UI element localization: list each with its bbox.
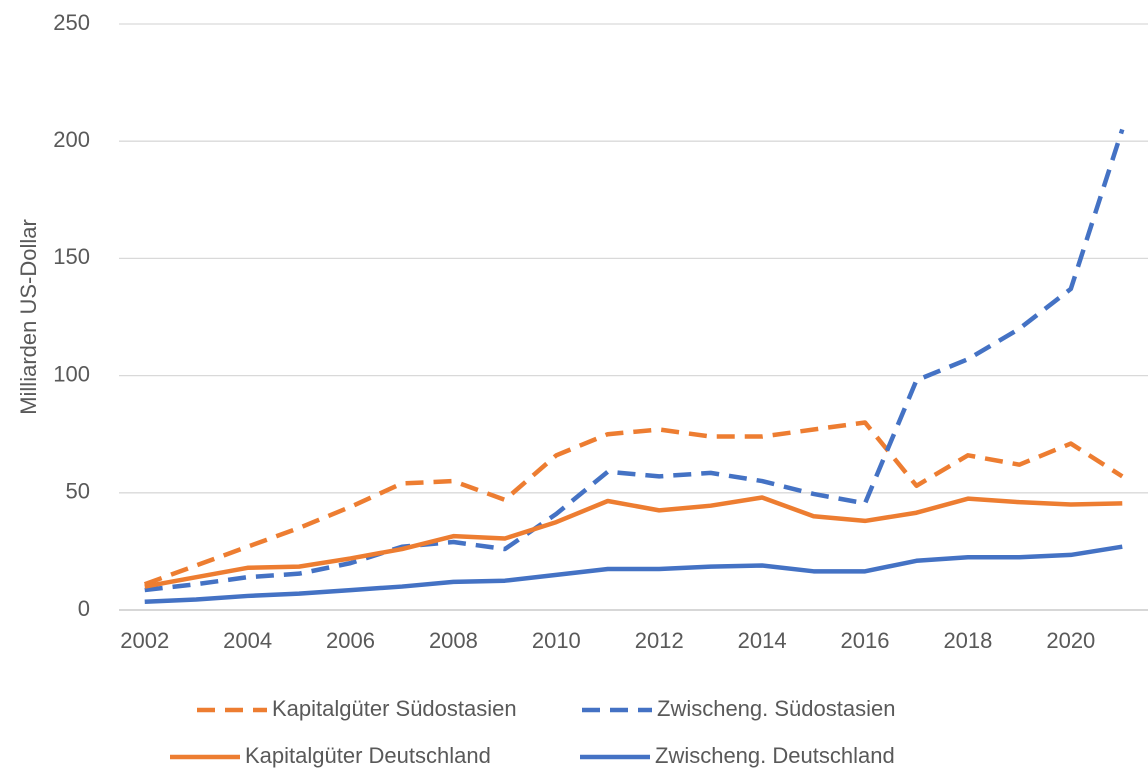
series-line xyxy=(144,128,1125,593)
x-tick-label: 2006 xyxy=(326,628,375,653)
legend-label: Zwischeng. Südostasien xyxy=(657,696,895,721)
x-tick-label: 2012 xyxy=(635,628,684,653)
x-tick-label: 2004 xyxy=(223,628,272,653)
y-tick-label: 100 xyxy=(53,361,90,386)
series-line xyxy=(143,420,1124,587)
y-tick-label: 150 xyxy=(53,244,90,269)
y-tick-label: 0 xyxy=(78,596,90,621)
y-tick-label: 250 xyxy=(53,10,90,35)
series-line xyxy=(144,544,1123,605)
legend-label: Zwischeng. Deutschland xyxy=(655,743,895,768)
y-axis-label: Milliarden US-Dollar xyxy=(16,219,41,415)
x-tick-label: 2002 xyxy=(120,628,169,653)
series-line xyxy=(144,495,1123,589)
x-tick-label: 2020 xyxy=(1046,628,1095,653)
y-tick-label: 200 xyxy=(53,127,90,152)
x-tick-label: 2018 xyxy=(943,628,992,653)
y-tick-label: 50 xyxy=(66,479,90,504)
x-tick-label: 2010 xyxy=(532,628,581,653)
x-tick-label: 2008 xyxy=(429,628,478,653)
x-tick-label: 2014 xyxy=(738,628,787,653)
legend-label: Kapitalgüter Deutschland xyxy=(245,743,491,768)
legend-label: Kapitalgüter Südostasien xyxy=(272,696,517,721)
x-tick-label: 2016 xyxy=(841,628,890,653)
